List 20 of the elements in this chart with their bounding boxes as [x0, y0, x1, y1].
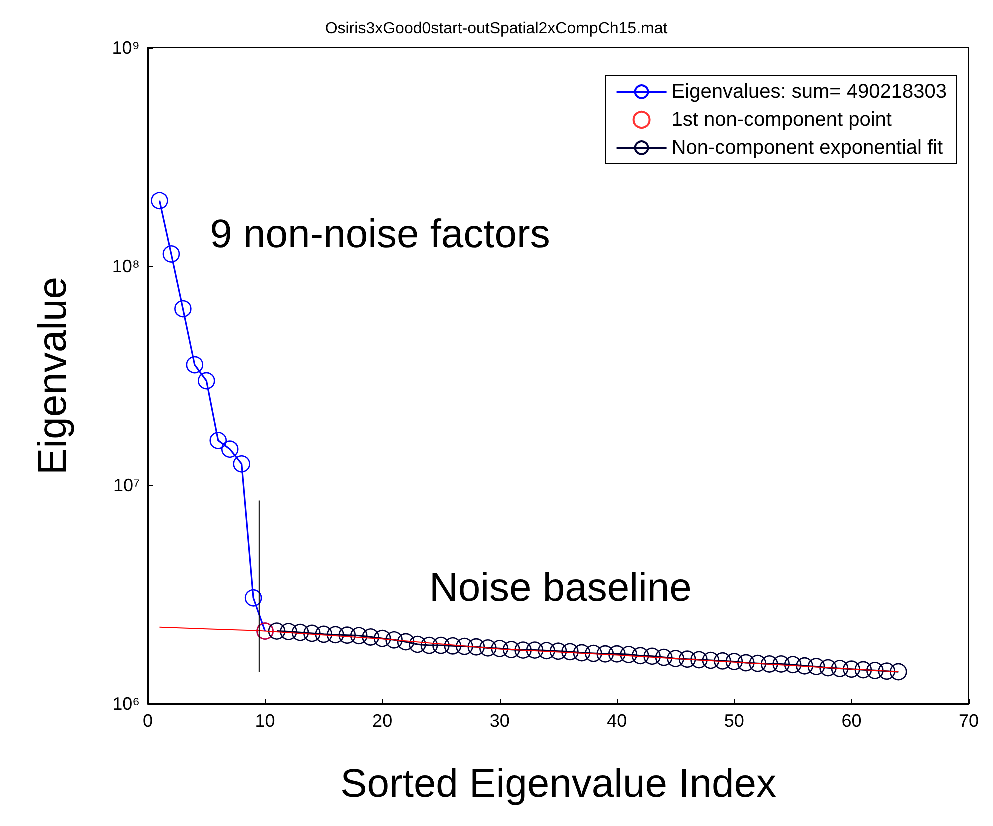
y-axis-title: Eigenvalue: [31, 277, 75, 475]
x-tick-label: 50: [724, 711, 744, 731]
y-tick-label: 10⁶: [112, 694, 140, 714]
legend-label: 1st non-component point: [672, 109, 892, 131]
legend-label: Eigenvalues: sum= 490218303: [672, 81, 948, 103]
x-tick-label: 70: [958, 711, 980, 731]
x-tick-label: 30: [490, 711, 510, 731]
annotation: Noise baseline: [429, 566, 692, 610]
y-tick-label: 10⁷: [113, 475, 140, 496]
x-tick-label: 0: [142, 711, 154, 731]
x-tick-label: 60: [842, 711, 862, 731]
y-tick-label: 10⁹: [112, 38, 140, 58]
legend-label: Non-component exponential fit: [672, 137, 944, 159]
chart-title: Osiris3xGood0start-outSpatial2xCompCh15.mat: [325, 20, 668, 38]
x-tick-label: 10: [255, 711, 276, 731]
x-tick-label: 20: [372, 711, 393, 731]
annotation: 9 non-noise factors: [210, 212, 550, 257]
x-axis-title: Sorted Eigenvalue Index: [340, 762, 776, 806]
y-tick-label: 10⁸: [112, 256, 140, 277]
x-tick-label: 40: [607, 711, 628, 731]
